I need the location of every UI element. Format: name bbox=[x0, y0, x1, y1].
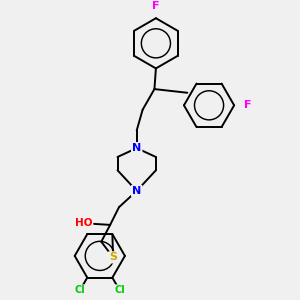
Text: N: N bbox=[132, 186, 141, 196]
Text: F: F bbox=[152, 2, 160, 11]
Text: HO: HO bbox=[75, 218, 92, 228]
Text: Cl: Cl bbox=[114, 285, 125, 296]
Text: Cl: Cl bbox=[74, 285, 85, 296]
Text: N: N bbox=[132, 143, 141, 153]
Text: S: S bbox=[109, 252, 117, 262]
Text: F: F bbox=[244, 100, 251, 110]
